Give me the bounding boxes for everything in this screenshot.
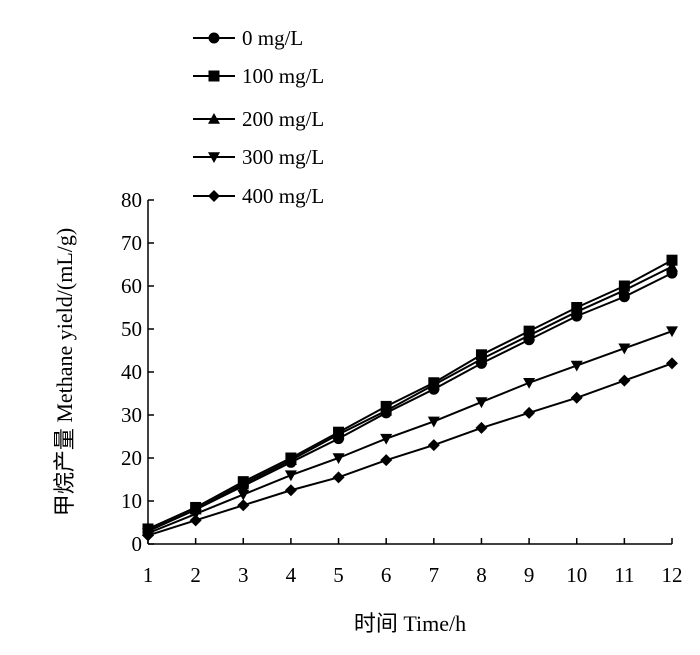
legend-item: 300 mg/L	[193, 145, 324, 169]
x-tick-label: 12	[662, 563, 683, 587]
data-point	[666, 326, 678, 338]
x-tick-label: 2	[190, 563, 201, 587]
legend-item: 100 mg/L	[193, 64, 324, 88]
y-tick-label: 30	[121, 403, 142, 427]
data-point	[618, 374, 631, 387]
series-line	[147, 330, 673, 535]
x-tick-label: 10	[566, 563, 587, 587]
series-line	[147, 265, 673, 533]
legend-marker	[208, 70, 220, 82]
data-point	[618, 284, 631, 296]
data-point	[523, 377, 536, 389]
data-point	[523, 406, 536, 419]
x-tick-label: 8	[476, 563, 487, 587]
series-line	[147, 259, 673, 530]
x-tick-label: 3	[238, 563, 249, 587]
x-tick-label: 6	[381, 563, 392, 587]
series-1	[142, 267, 678, 537]
legend-label: 100 mg/L	[242, 64, 324, 88]
data-point	[284, 454, 297, 465]
data-point	[332, 428, 345, 440]
y-axis-label: 甲烷产量 Methane yield/(mL/g)	[52, 228, 77, 516]
y-axis-ticks: 0 10 20 30 40 50 60 70 80	[121, 188, 154, 556]
x-tick-label: 5	[333, 563, 344, 587]
legend-label: 200 mg/L	[242, 107, 324, 131]
data-point	[523, 329, 536, 341]
data-point	[475, 353, 488, 364]
x-tick-label: 9	[524, 563, 535, 587]
data-point	[570, 391, 583, 404]
data-point	[189, 514, 202, 527]
data-point	[237, 489, 250, 501]
y-tick-label: 20	[121, 446, 142, 470]
x-tick-label: 1	[143, 563, 154, 587]
x-tick-label: 7	[429, 563, 440, 587]
series-line	[147, 362, 673, 537]
x-tick-label: 11	[614, 563, 634, 587]
series-group	[142, 254, 678, 542]
legend-label: 300 mg/L	[242, 145, 324, 169]
data-point	[427, 439, 440, 452]
y-tick-label: 40	[121, 360, 142, 384]
y-tick-label: 70	[121, 231, 142, 255]
series-2	[142, 254, 678, 535]
legend-label: 400 mg/L	[242, 184, 324, 208]
legend-marker	[208, 190, 220, 202]
y-tick-label: 0	[132, 532, 143, 556]
data-point	[142, 529, 154, 542]
data-point	[332, 453, 345, 464]
data-point	[284, 470, 297, 482]
legend-marker	[208, 152, 220, 163]
x-axis-ticks: 1 2 3 4 5 6 7 8 9 10 11 12	[143, 538, 683, 587]
data-point	[475, 421, 488, 434]
data-point	[237, 499, 250, 512]
y-tick-label: 80	[121, 188, 142, 212]
data-point	[427, 416, 440, 428]
data-point	[380, 454, 393, 467]
data-point	[618, 343, 631, 355]
data-point	[570, 360, 583, 372]
legend-item: 0 mg/L	[193, 26, 303, 50]
data-point	[427, 378, 440, 390]
data-point	[666, 260, 678, 272]
data-point	[666, 357, 678, 370]
legend-item: 400 mg/L	[193, 184, 324, 208]
y-tick-label: 10	[121, 489, 142, 513]
series-5	[142, 357, 678, 542]
legend-item: 200 mg/L	[193, 107, 324, 131]
data-point	[284, 484, 297, 497]
data-point	[570, 305, 583, 317]
series-3	[142, 260, 678, 536]
data-point	[380, 433, 393, 445]
y-tick-label: 50	[121, 317, 142, 341]
data-point	[332, 471, 345, 484]
legend-label: 0 mg/L	[242, 26, 303, 50]
legend: 0 mg/L 100 mg/L 200 mg/L 300 mg/L 400 mg/L	[193, 26, 324, 208]
legend-marker	[208, 113, 220, 124]
y-tick-label: 60	[121, 274, 142, 298]
data-point	[475, 397, 488, 409]
x-tick-label: 4	[286, 563, 297, 587]
series-line	[147, 272, 673, 533]
x-axis-label: 时间 Time/h	[354, 611, 466, 636]
legend-marker	[208, 32, 220, 44]
series-4	[142, 326, 678, 540]
data-point	[380, 404, 393, 416]
data-point	[237, 477, 250, 489]
data-point	[666, 254, 678, 266]
